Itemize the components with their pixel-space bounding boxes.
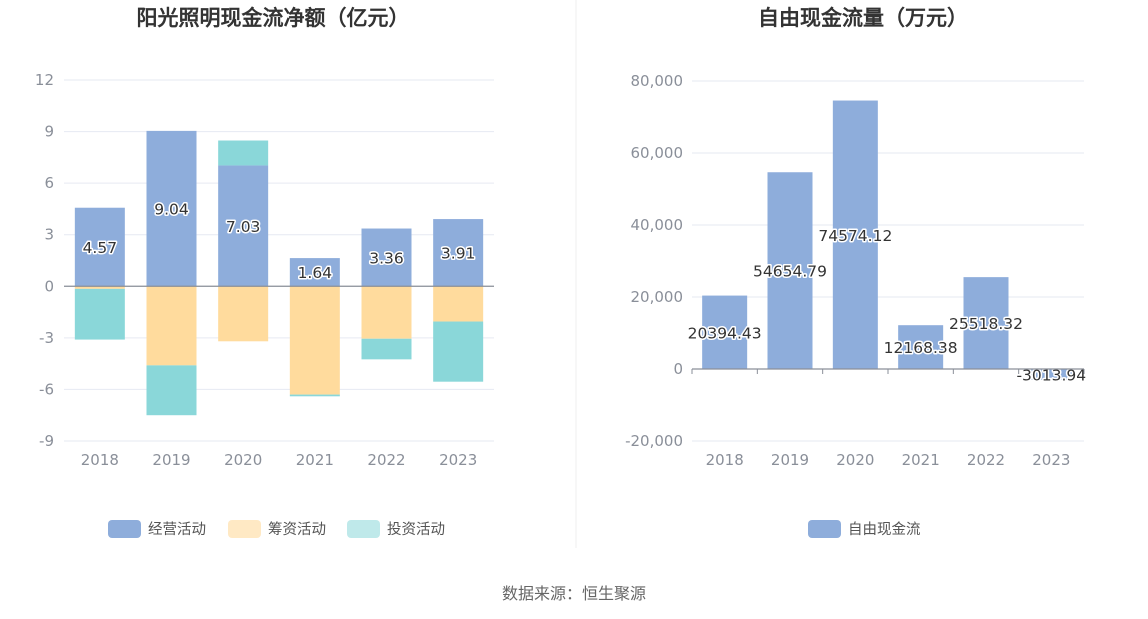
chart1-bar-经营活动: [289, 258, 340, 287]
chart1-legend-label[interactable]: 经营活动: [148, 521, 206, 538]
chart2-bar: [767, 172, 813, 369]
chart1-data-label: 3.36: [369, 249, 404, 267]
chart2-x-tick: 2018: [706, 451, 744, 469]
chart2-x-tick: 2022: [967, 451, 1005, 469]
chart1-title: 阳光照明现金流净额（亿元）: [137, 6, 410, 30]
chart2-legend-swatch[interactable]: [808, 520, 841, 538]
chart2-y-tick: 0: [673, 360, 683, 378]
chart1-bar-投资活动: [146, 365, 197, 416]
chart1-y-tick: -9: [39, 432, 54, 450]
chart1-bar-经营活动: [361, 228, 412, 287]
chart1-bar-经营活动: [74, 207, 125, 287]
chart1-bar-筹资活动: [74, 286, 125, 289]
chart1-bar-投资活动: [433, 321, 484, 382]
chart1-bar-筹资活动: [289, 286, 340, 395]
chart1-x-tick: 2022: [367, 451, 405, 469]
chart1-y-tick: 9: [44, 123, 54, 141]
chart2-data-label: 74574.12: [818, 227, 892, 245]
chart2-x-tick: 2023: [1032, 451, 1070, 469]
chart1-bar-经营活动: [218, 165, 269, 287]
chart2-data-label: 25518.32: [949, 315, 1023, 333]
chart1-y-tick: 12: [35, 71, 54, 89]
chart2-x-tick: 2020: [836, 451, 874, 469]
chart1-legend-swatch[interactable]: [228, 520, 261, 538]
chart2-y-tick: 80,000: [631, 72, 684, 90]
chart1-y-tick: 6: [44, 174, 54, 192]
chart2-data-label: 54654.79: [753, 263, 827, 281]
chart2-x-tick: 2019: [771, 451, 809, 469]
chart1-y-tick: -3: [39, 329, 54, 347]
chart1-legend-swatch[interactable]: [108, 520, 141, 538]
chart1-x-tick: 2020: [224, 451, 262, 469]
chart1-bar-经营活动: [433, 219, 484, 287]
chart2-bar: [963, 277, 1009, 369]
chart1-data-label: 9.04: [154, 201, 189, 219]
chart2-title: 自由现金流量（万元）: [758, 6, 968, 30]
chart1-legend-label[interactable]: 投资活动: [387, 521, 445, 538]
chart1-bar-筹资活动: [146, 286, 197, 366]
chart2-x-tick: 2021: [902, 451, 940, 469]
free-cashflow-chart: 80,000 60,000 40,000 20,000 0 -20,000 20394.43…: [625, 72, 1088, 538]
chart1-bar-筹资活动: [218, 286, 269, 342]
chart2-data-label: 20394.43: [688, 324, 762, 342]
data-source: 数据来源：恒生聚源: [502, 584, 646, 603]
chart2-data-label: 12168.38: [884, 339, 958, 357]
chart1-data-label: 1.64: [298, 264, 333, 282]
chart1-data-label: 7.03: [226, 218, 261, 236]
chart1-legend-swatch[interactable]: [347, 520, 380, 538]
chart1-bar-经营活动: [146, 130, 197, 287]
chart2-y-tick: 40,000: [631, 216, 684, 234]
chart1-bar-投资活动: [74, 288, 125, 340]
chart1-y-tick: 0: [44, 277, 54, 295]
chart2-bar: [898, 325, 944, 369]
chart1-y-tick: 3: [44, 226, 54, 244]
chart1-bar-投资活动: [361, 338, 412, 360]
chart2-bar: [832, 100, 878, 369]
chart1-data-label: 3.91: [441, 245, 476, 263]
chart1-x-tick: 2019: [152, 451, 190, 469]
chart2-y-tick: 60,000: [631, 144, 684, 162]
chart2-bar: [1028, 369, 1074, 380]
chart2-bar: [702, 295, 748, 369]
chart1-x-tick: 2023: [439, 451, 477, 469]
chart1-bar-筹资活动: [433, 286, 484, 322]
chart1-x-tick: 2018: [81, 451, 119, 469]
chart2-legend-label[interactable]: 自由现金流: [848, 521, 921, 538]
chart2-y-tick: -20,000: [625, 432, 683, 450]
chart1-data-label: 4.57: [83, 239, 118, 257]
chart1-y-tick: -6: [39, 380, 54, 398]
chart1-bar-投资活动: [218, 140, 269, 166]
chart1-legend-label[interactable]: 筹资活动: [268, 521, 326, 538]
chart2-data-label: -3013.94: [1016, 366, 1086, 384]
chart2-y-tick: 20,000: [631, 288, 684, 306]
chart1-bar-筹资活动: [361, 286, 412, 339]
chart1-bar-投资活动: [289, 394, 340, 397]
chart1-x-tick: 2021: [296, 451, 334, 469]
cashflow-chart: 12 9 6 3 0 -3 -6 -9 4.57 2018 9.04 2019 7.03 2020 1.64…: [35, 71, 494, 538]
